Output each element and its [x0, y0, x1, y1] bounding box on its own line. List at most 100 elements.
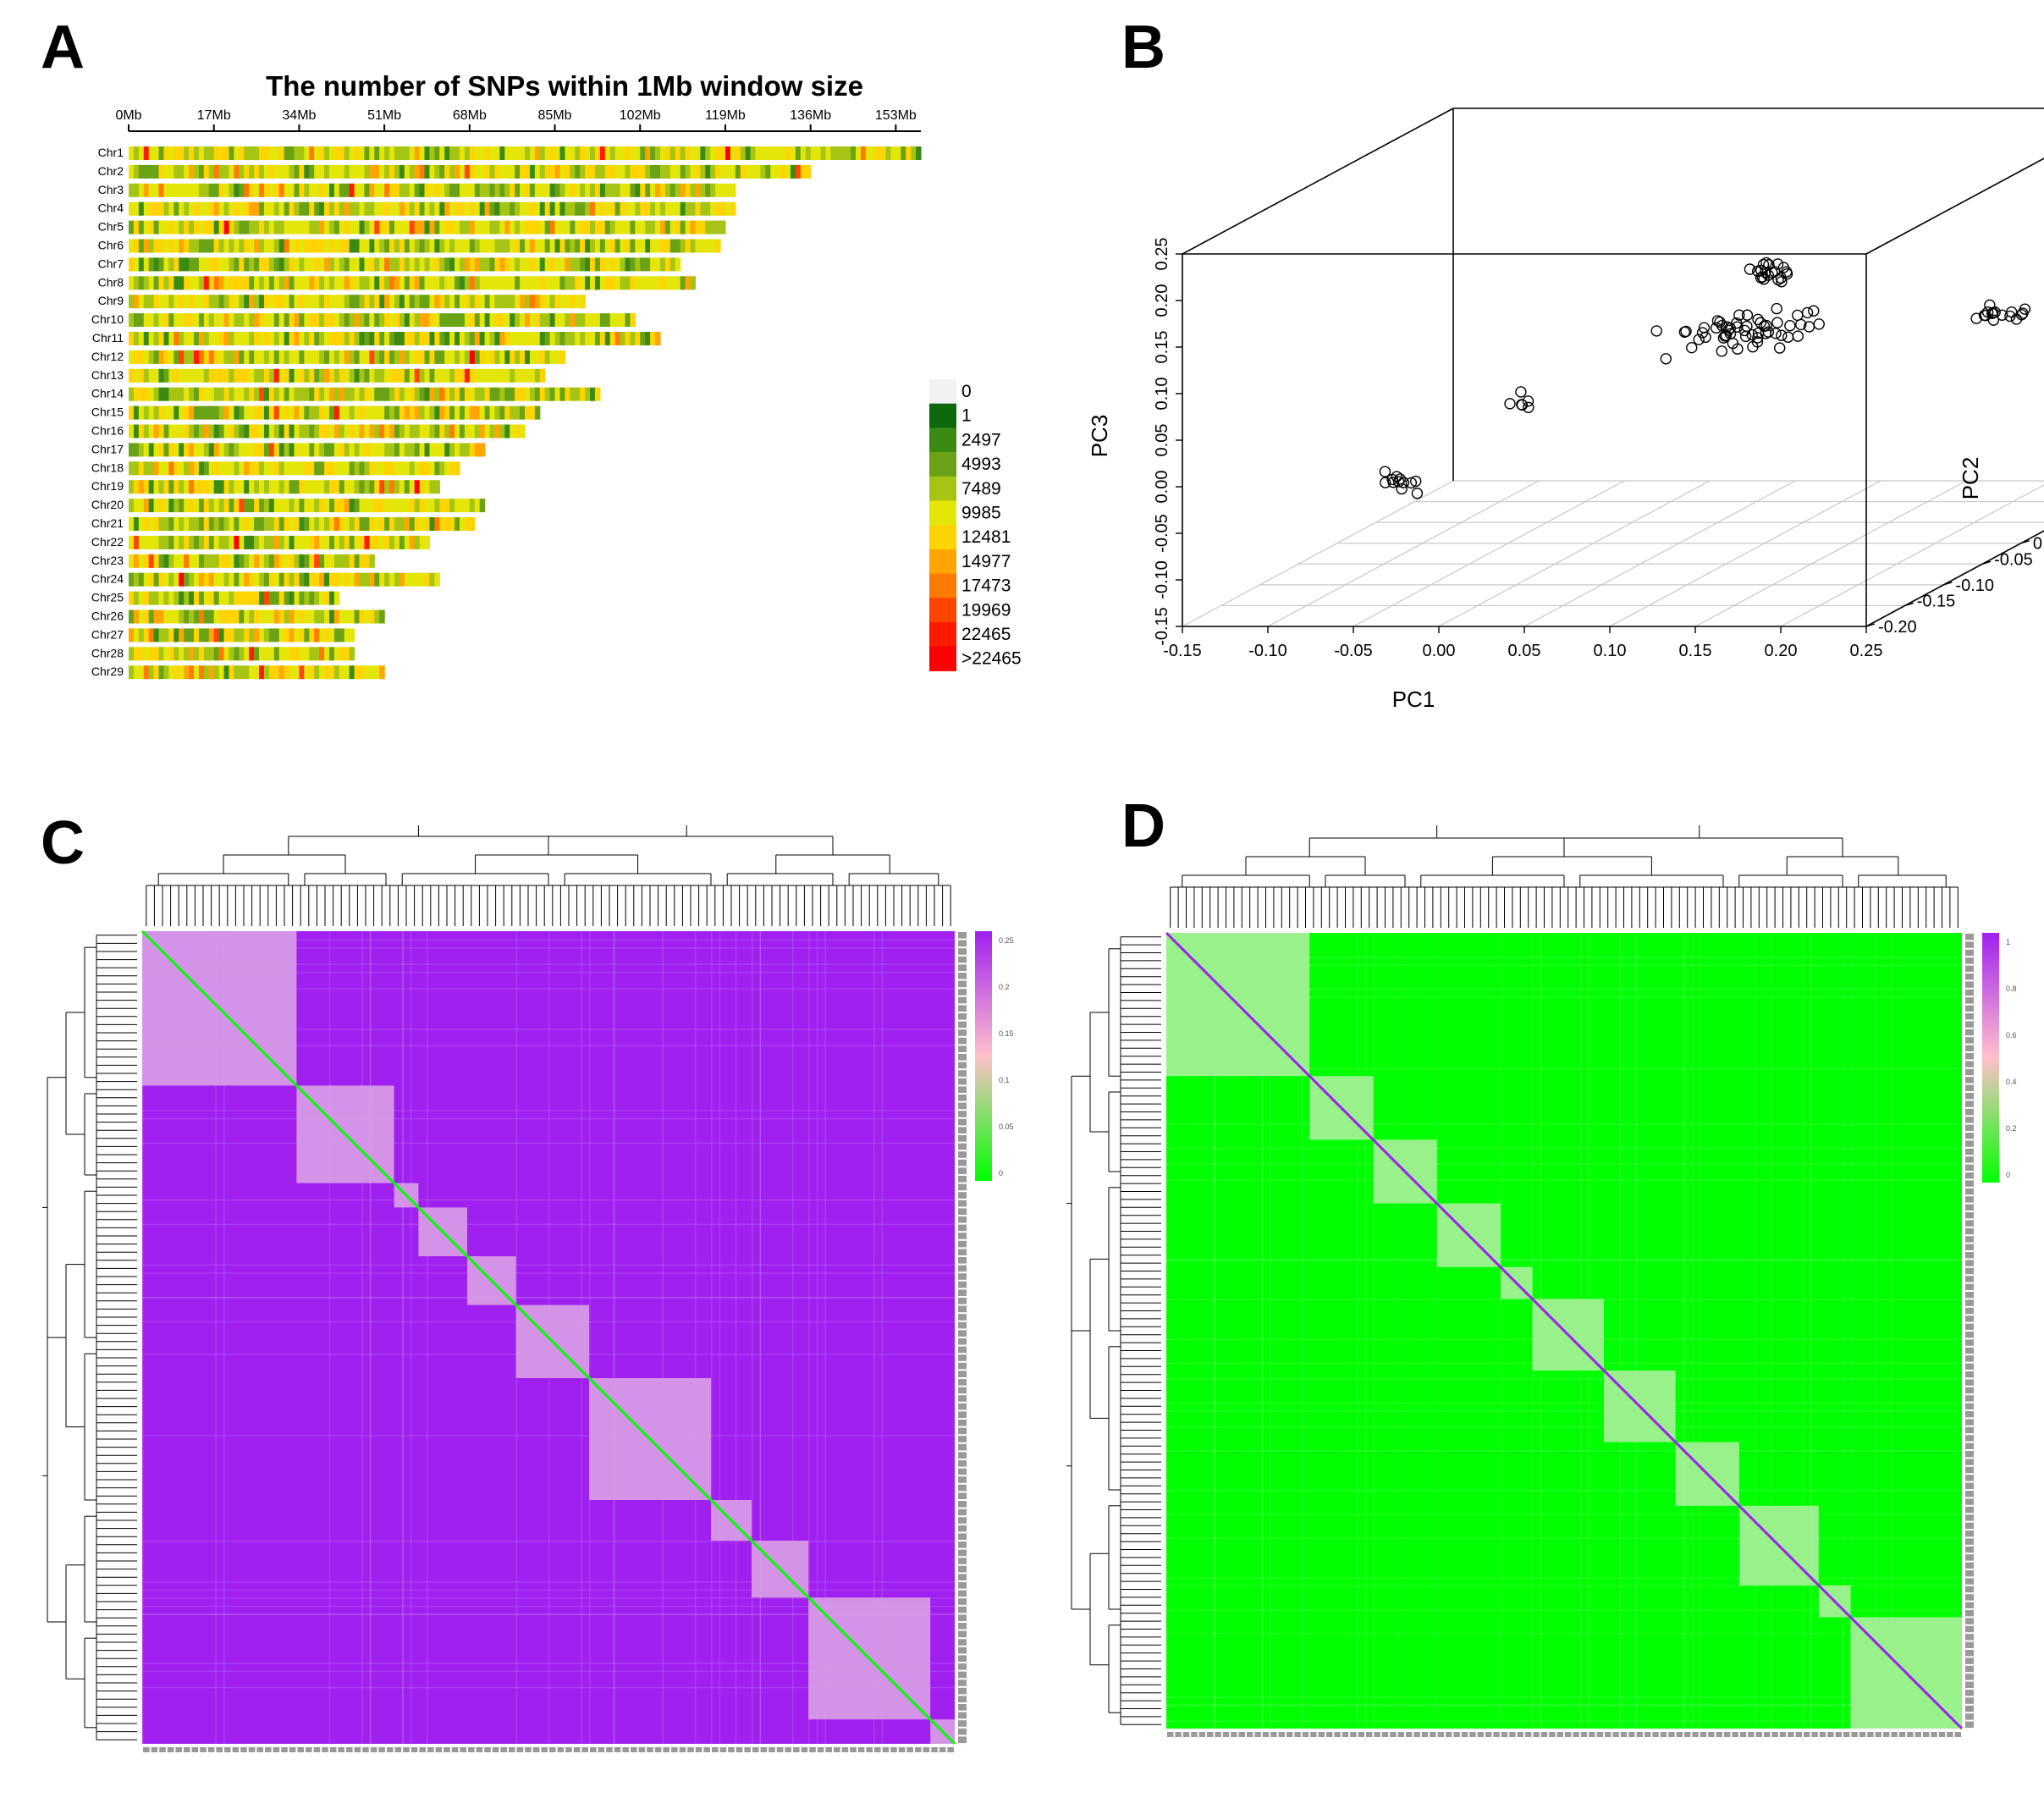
- snp-window-cell: [153, 554, 160, 568]
- snp-window-cell: [479, 295, 486, 309]
- snp-window-cell: [625, 201, 631, 216]
- snp-window-cell: [369, 609, 375, 624]
- sample-label: [1437, 1732, 1444, 1737]
- sample-label: [532, 1747, 540, 1752]
- snp-window-cell: [354, 295, 361, 309]
- snp-window-cell: [213, 517, 220, 531]
- snp-window-cell: [179, 276, 185, 290]
- sample-label: [736, 1747, 743, 1752]
- sample-label: [606, 1747, 613, 1752]
- chromosome-label: Chr18: [91, 461, 124, 474]
- snp-window-cell: [174, 405, 179, 420]
- snp-window-cell: [374, 609, 380, 624]
- sample-label: [958, 1704, 967, 1711]
- snp-window-cell: [168, 554, 174, 568]
- snp-window-cell: [263, 220, 270, 234]
- snp-window-cell: [424, 535, 431, 549]
- snp-window-cell: [464, 257, 471, 272]
- snp-window-cell: [715, 239, 721, 253]
- snp-window-cell: [304, 443, 310, 457]
- snp-window-cell: [278, 164, 285, 179]
- snp-window-cell: [780, 164, 786, 179]
- snp-window-cell: [444, 295, 450, 309]
- snp-window-cell: [213, 295, 220, 309]
- snp-window-cell: [244, 554, 250, 568]
- snp-window-cell: [328, 164, 335, 179]
- snp-window-cell: [304, 313, 310, 328]
- snp-window-cell: [534, 164, 541, 179]
- snp-window-cell: [203, 146, 210, 160]
- snp-window-cell: [419, 443, 426, 457]
- snp-window-cell: [153, 387, 160, 401]
- snp-window-cell: [349, 405, 355, 420]
- snp-window-cell: [344, 387, 350, 401]
- snp-window-cell: [168, 480, 174, 494]
- snp-window-cell: [229, 424, 235, 438]
- snp-window-cell: [374, 387, 380, 401]
- snp-window-cell: [504, 313, 510, 328]
- sample-label: [958, 956, 967, 963]
- snp-window-cell: [129, 591, 135, 605]
- legend-label: 17473: [961, 576, 1011, 596]
- heatmap-texture-line: [1214, 933, 1215, 1729]
- snp-window-cell: [539, 220, 546, 234]
- snp-window-cell: [259, 220, 265, 234]
- snp-window-cell: [189, 313, 195, 328]
- snp-window-cell: [389, 164, 395, 179]
- snp-window-cell: [354, 183, 361, 197]
- snp-window-cell: [184, 368, 190, 383]
- pca-point: [1752, 313, 1764, 326]
- snp-window-cell: [590, 164, 596, 179]
- snp-window-cell: [399, 276, 405, 290]
- sample-label: [394, 1747, 402, 1752]
- snp-window-cell: [424, 295, 431, 309]
- snp-window-cell: [645, 332, 651, 345]
- snp-window-cell: [314, 665, 320, 680]
- sample-label: [1207, 1732, 1214, 1737]
- snp-window-cell: [650, 332, 656, 345]
- chromosome-label: Chr21: [91, 516, 124, 530]
- snp-window-cell: [163, 461, 169, 476]
- snp-window-cell: [394, 201, 400, 216]
- snp-window-cell: [464, 220, 471, 234]
- snp-window-cell: [659, 220, 666, 234]
- snp-window-cell: [604, 332, 611, 345]
- snp-window-cell: [354, 424, 361, 438]
- snp-window-cell: [499, 146, 505, 160]
- snp-window-cell: [268, 572, 275, 587]
- snp-window-cell: [539, 350, 546, 364]
- snp-window-cell: [153, 628, 160, 643]
- sample-label: [1222, 1732, 1230, 1737]
- snp-window-cell: [249, 239, 255, 253]
- heatmap-texture-line: [142, 1272, 955, 1274]
- snp-window-cell: [284, 591, 290, 605]
- snp-window-cell: [254, 146, 260, 160]
- snp-window-cell: [163, 424, 169, 438]
- snp-window-cell: [229, 461, 235, 476]
- snp-window-cell: [419, 313, 426, 328]
- pca-point: [1379, 466, 1391, 477]
- snp-window-cell: [179, 628, 185, 643]
- snp-window-cell: [268, 665, 275, 680]
- snp-window-cell: [525, 368, 531, 383]
- sample-label: [958, 1623, 967, 1630]
- chromosome-label: Chr16: [91, 424, 124, 438]
- snp-window-cell: [179, 665, 185, 680]
- snp-window-cell: [133, 480, 140, 494]
- sample-label: [1397, 1732, 1404, 1737]
- snp-window-cell: [419, 220, 426, 234]
- heatmap-texture-line: [1683, 933, 1685, 1729]
- snp-window-cell: [625, 164, 631, 179]
- snp-window-cell: [153, 220, 160, 234]
- snp-window-cell: [138, 239, 145, 253]
- sample-label: [362, 1747, 369, 1752]
- snp-window-cell: [223, 276, 230, 290]
- snp-window-cell: [429, 424, 435, 438]
- snp-window-cell: [369, 665, 375, 680]
- snp-window-cell: [800, 164, 807, 179]
- snp-window-cell: [249, 424, 255, 438]
- snp-window-cell: [489, 295, 496, 309]
- snp-window-cell: [229, 443, 235, 457]
- snp-window-cell: [328, 239, 335, 253]
- sample-label: [175, 1747, 182, 1752]
